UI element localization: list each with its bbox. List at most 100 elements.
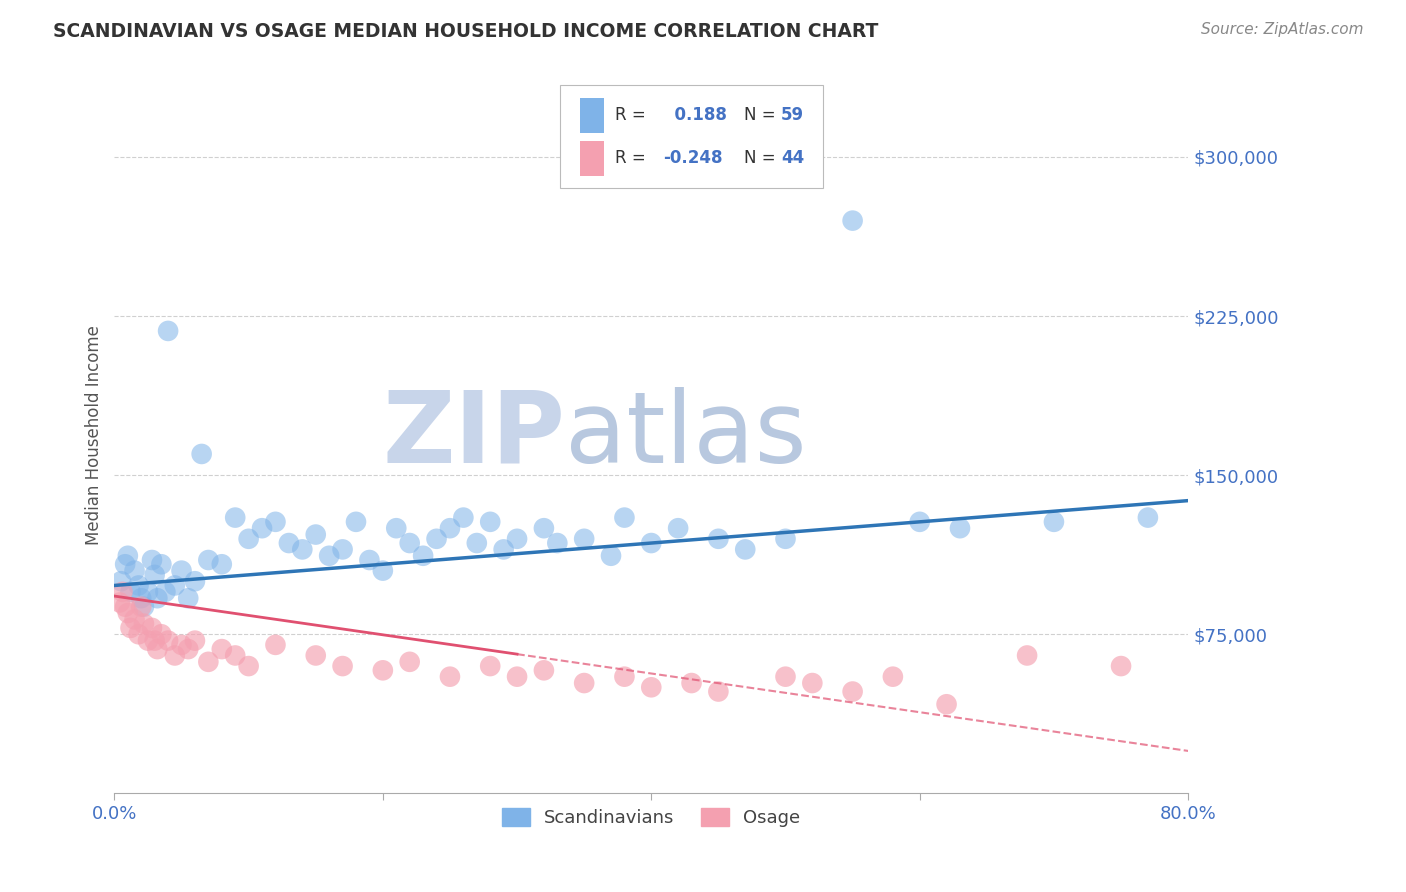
FancyBboxPatch shape xyxy=(581,98,605,133)
Point xyxy=(132,616,155,631)
Legend: Scandinavians, Osage: Scandinavians, Osage xyxy=(495,801,807,834)
Text: SCANDINAVIAN VS OSAGE MEDIAN HOUSEHOLD INCOME CORRELATION CHART: SCANDINAVIAN VS OSAGE MEDIAN HOUSEHOLD I… xyxy=(53,22,879,41)
Point xyxy=(305,527,328,541)
Point xyxy=(141,553,163,567)
Point xyxy=(412,549,434,563)
Point xyxy=(277,536,299,550)
Point xyxy=(332,542,354,557)
Text: Source: ZipAtlas.com: Source: ZipAtlas.com xyxy=(1201,22,1364,37)
Point xyxy=(211,558,233,572)
Point xyxy=(157,633,180,648)
Point xyxy=(533,521,555,535)
Point xyxy=(707,532,730,546)
FancyBboxPatch shape xyxy=(560,85,823,188)
Point xyxy=(506,670,529,684)
Text: -0.248: -0.248 xyxy=(664,149,723,168)
Point xyxy=(190,447,212,461)
Point xyxy=(453,510,475,524)
Point xyxy=(344,515,367,529)
Point xyxy=(146,591,169,606)
Point xyxy=(128,578,150,592)
Point xyxy=(157,324,180,338)
Point xyxy=(155,584,177,599)
Text: 0.188: 0.188 xyxy=(664,106,727,124)
Point xyxy=(506,532,529,546)
Point xyxy=(170,564,193,578)
Point xyxy=(117,606,139,620)
Point xyxy=(775,532,797,546)
Point xyxy=(250,521,273,535)
Point xyxy=(238,659,260,673)
Point xyxy=(163,578,186,592)
Point xyxy=(882,670,904,684)
Text: N =: N = xyxy=(744,149,780,168)
Point xyxy=(143,633,166,648)
Point xyxy=(128,627,150,641)
Point xyxy=(264,515,287,529)
Point xyxy=(572,532,595,546)
Point xyxy=(479,515,502,529)
Point xyxy=(177,591,200,606)
Point xyxy=(546,536,568,550)
Point xyxy=(177,642,200,657)
Point xyxy=(197,553,219,567)
Point xyxy=(681,676,703,690)
Point xyxy=(908,515,931,529)
Point xyxy=(111,584,134,599)
Point xyxy=(1136,510,1159,524)
Point xyxy=(114,599,136,614)
Point xyxy=(666,521,689,535)
Point xyxy=(141,621,163,635)
Point xyxy=(332,659,354,673)
Point xyxy=(132,599,155,614)
Point xyxy=(110,574,132,589)
Point xyxy=(124,564,146,578)
Point xyxy=(385,521,408,535)
Point xyxy=(841,213,863,227)
Point xyxy=(211,642,233,657)
Point xyxy=(775,670,797,684)
Point xyxy=(1043,515,1066,529)
Point xyxy=(533,663,555,677)
Text: 59: 59 xyxy=(782,106,804,124)
Text: R =: R = xyxy=(614,106,651,124)
Text: atlas: atlas xyxy=(565,387,807,483)
Point xyxy=(935,698,957,712)
Text: N =: N = xyxy=(744,106,780,124)
Point xyxy=(184,633,207,648)
Text: ZIP: ZIP xyxy=(382,387,565,483)
FancyBboxPatch shape xyxy=(581,141,605,176)
Point xyxy=(492,542,515,557)
Point xyxy=(1017,648,1039,663)
Point xyxy=(108,595,131,609)
Text: R =: R = xyxy=(614,149,651,168)
Point xyxy=(120,621,142,635)
Point xyxy=(734,542,756,557)
Point xyxy=(150,558,173,572)
Point xyxy=(801,676,824,690)
Point xyxy=(129,599,152,614)
Point xyxy=(136,633,159,648)
Point xyxy=(439,521,461,535)
Point xyxy=(1109,659,1132,673)
Point xyxy=(117,549,139,563)
Point xyxy=(224,648,246,663)
Point xyxy=(291,542,314,557)
Point xyxy=(371,663,394,677)
Point xyxy=(613,510,636,524)
Point xyxy=(170,638,193,652)
Point xyxy=(640,536,662,550)
Point xyxy=(305,648,328,663)
Point xyxy=(150,627,173,641)
Point xyxy=(439,670,461,684)
Point xyxy=(949,521,972,535)
Point xyxy=(425,532,447,546)
Point xyxy=(197,655,219,669)
Point xyxy=(136,584,159,599)
Point xyxy=(124,612,146,626)
Point xyxy=(613,670,636,684)
Point xyxy=(120,584,142,599)
Point xyxy=(398,655,420,669)
Text: 44: 44 xyxy=(782,149,804,168)
Point xyxy=(129,591,152,606)
